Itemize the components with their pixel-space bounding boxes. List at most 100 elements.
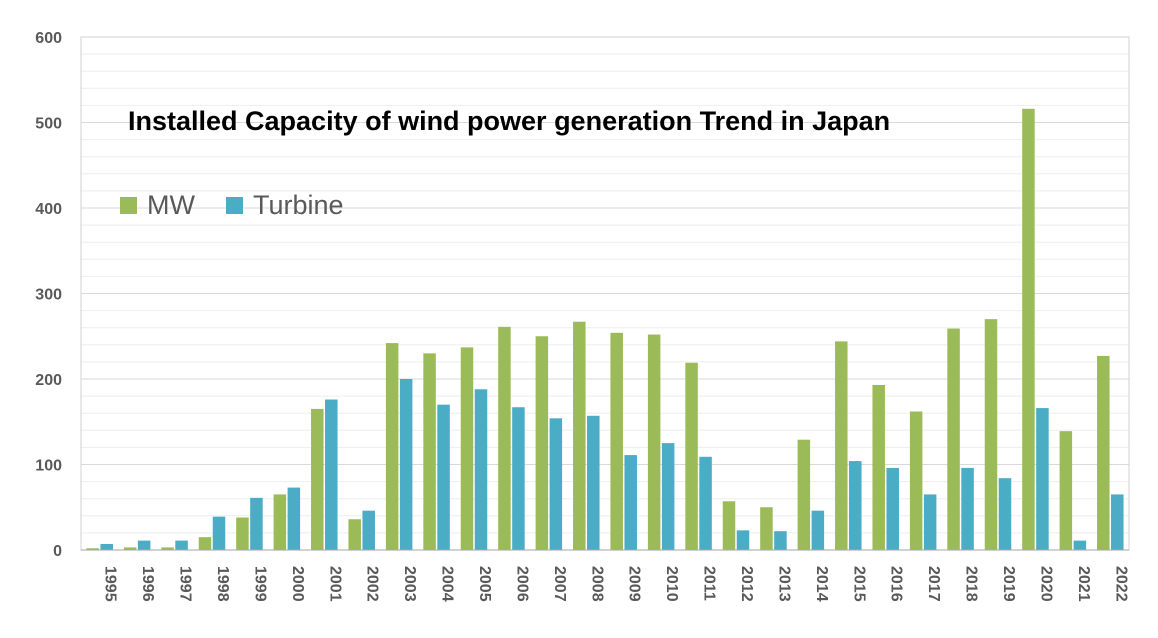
x-tick-label-2002: 2002 [364,566,381,602]
x-tick-label-2007: 2007 [551,566,568,602]
bar-turbine-2016 [886,467,899,550]
bar-mw-1997 [161,547,174,550]
bar-mw-2007 [535,336,549,550]
y-tick-label: 400 [35,201,62,218]
bar-mw-2008 [573,321,586,550]
bar-turbine-1996 [137,540,151,550]
y-tick-label: 200 [35,372,62,389]
bar-mw-2001 [311,408,324,550]
x-tick-label-2003: 2003 [401,566,418,602]
bar-turbine-2009 [624,455,637,550]
bar-mw-2012 [722,501,736,550]
x-tick-label-2001: 2001 [326,566,343,602]
x-tick-label-2019: 2019 [1000,566,1017,602]
x-tick-label-2017: 2017 [925,566,942,602]
x-tick-label-2022: 2022 [1112,566,1129,602]
bar-mw-1999 [236,517,249,550]
legend-swatch-mw [120,197,137,214]
bar-mw-2014 [797,439,811,550]
bar-mw-1996 [123,547,137,550]
x-tick-label-2014: 2014 [813,566,830,602]
bar-mw-2021 [1059,431,1073,550]
bar-mw-2003 [385,343,399,550]
x-tick-label-2006: 2006 [513,566,530,602]
bar-turbine-2010 [661,443,675,550]
x-tick-label-1998: 1998 [214,566,231,602]
bar-turbine-2022 [1111,494,1124,550]
legend-label-mw: MW [147,190,195,220]
x-tick-label-2015: 2015 [850,566,867,602]
bar-turbine-2018 [961,467,974,550]
legend-swatch-turbine [226,197,243,214]
bar-turbine-2012 [736,530,750,550]
bar-mw-2020 [1022,108,1035,550]
bar-mw-2006 [498,326,511,550]
x-tick-label-2011: 2011 [701,566,718,601]
x-tick-label-2021: 2021 [1075,566,1092,602]
legend: MW Turbine [120,190,344,220]
bar-mw-1998 [198,537,212,550]
y-tick-label: 0 [53,543,62,560]
bar-mw-2005 [460,347,474,550]
bar-turbine-1995 [100,544,113,550]
legend-label-turbine: Turbine [253,190,344,220]
x-tick-label-2008: 2008 [588,566,605,602]
legend-item-turbine: Turbine [226,190,344,220]
x-tick-label-2009: 2009 [626,566,643,602]
bar-turbine-1999 [250,497,263,550]
bar-mw-2019 [984,319,998,550]
y-tick-label: 100 [35,458,62,475]
bar-turbine-2017 [923,494,937,550]
bar-turbine-2005 [474,389,488,550]
x-tick-label-2004: 2004 [439,566,456,602]
x-tick-label-2012: 2012 [738,566,755,602]
bar-turbine-2007 [549,418,563,550]
bar-turbine-2020 [1036,408,1049,550]
bar-turbine-2014 [811,510,825,550]
bar-mw-2017 [909,411,923,550]
bar-mw-2022 [1097,355,1110,550]
bar-turbine-2000 [287,487,301,550]
legend-item-mw: MW [120,190,195,220]
bar-mw-2015 [835,341,848,550]
bar-mw-1995 [86,548,99,550]
bar-mw-2018 [947,328,960,550]
bar-turbine-2003 [399,379,413,550]
bar-turbine-2008 [587,415,600,550]
bar-mw-2016 [872,384,885,550]
x-tick-label-1997: 1997 [177,566,194,602]
y-tick-label: 300 [35,287,62,304]
bar-turbine-2019 [998,478,1012,550]
x-tick-label-2010: 2010 [663,566,680,602]
bar-turbine-2021 [1073,540,1087,550]
bars [86,108,1124,550]
bar-mw-2004 [423,353,436,550]
bar-turbine-2004 [437,404,450,550]
bar-turbine-2015 [849,461,862,550]
y-tick-label: 600 [35,30,62,47]
bar-turbine-2006 [512,407,525,550]
bar-turbine-1997 [175,540,188,550]
x-tick-label-1999: 1999 [251,566,268,602]
gridlines [81,53,1129,534]
y-axis-ticks: 0 100 200 300 400 500 600 [35,30,62,560]
bar-turbine-2011 [699,456,712,550]
chart-title: Installed Capacity of wind power generat… [128,106,890,136]
x-tick-label-1995: 1995 [102,566,119,602]
x-tick-label-2016: 2016 [888,566,905,602]
bar-mw-2013 [760,507,773,550]
bar-mw-2000 [273,494,287,550]
bar-turbine-2001 [325,399,338,550]
bar-turbine-1998 [212,516,226,550]
x-tick-label-2013: 2013 [775,566,792,602]
bar-turbine-2002 [362,510,375,550]
bar-mw-2009 [610,332,623,550]
bar-mw-2011 [685,362,698,550]
x-tick-label-1996: 1996 [139,566,156,602]
bar-mw-2002 [348,519,361,550]
x-tick-label-2005: 2005 [476,566,493,602]
bar-mw-2010 [647,334,661,550]
x-tick-label-2018: 2018 [963,566,980,602]
